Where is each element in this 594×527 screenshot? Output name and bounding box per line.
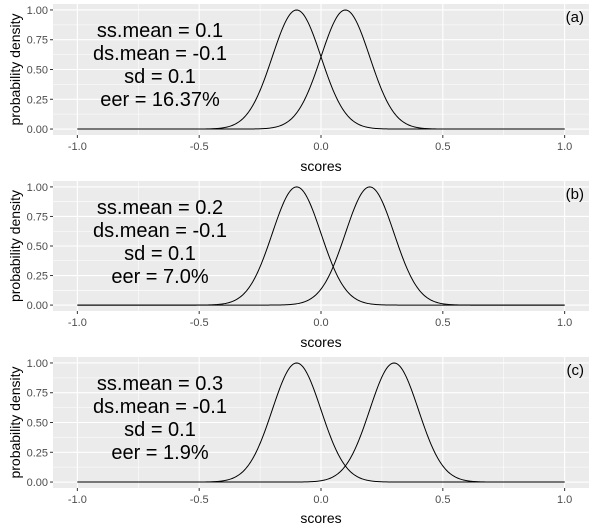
x-axis-title: scores [300,510,341,526]
x-tick-label: 0.0 [313,141,328,153]
stats-annotation: sd = 0.1 [124,66,196,88]
y-tick-label: 0.75 [27,388,48,400]
stats-annotation: eer = 7.0% [111,266,209,288]
stats-annotation: ds.mean = -0.1 [93,43,227,65]
y-tick-label: 1.00 [27,358,48,370]
chart-panel-1: 0.00 0.25 0.50 0.75 1.00 -1.0 -0.5 0.0 0.5 1.0 sco… [7,4,589,174]
stats-annotation: ds.mean = -0.1 [93,396,227,418]
density-curve-2 [77,362,565,483]
x-tick-label: -0.5 [190,141,209,153]
panel-label: (c) [567,362,585,379]
stats-annotation: eer = 1.9% [111,442,209,464]
x-tick-label: -1.0 [68,141,87,153]
x-tick-label: 0.5 [435,317,450,329]
density-curve-2 [77,9,565,130]
stats-annotation: eer = 16.37% [100,89,220,111]
y-tick-label: 0.25 [27,447,48,459]
stats-annotation: ss.mean = 0.1 [97,20,223,42]
y-tick-label: 0.50 [27,241,48,253]
y-tick-label: 0.50 [27,65,48,77]
panel-label: (b) [566,186,584,203]
y-axis-title: probability density [7,366,23,478]
chart-panel-2: 0.00 0.25 0.50 0.75 1.00 -1.0 -0.5 0.0 0.5 1.0 sco… [7,181,589,350]
stats-annotation: ss.mean = 0.3 [97,373,223,395]
y-tick-label: 0.25 [27,271,48,283]
x-tick-label: -1.0 [68,317,87,329]
y-tick-label: 1.00 [27,5,48,17]
x-tick-label: 1.0 [557,141,572,153]
x-tick-label: -0.5 [190,317,209,329]
y-tick-label: 0.00 [27,124,48,136]
x-axis-title: scores [300,158,341,174]
x-tick-label: 0.0 [313,317,328,329]
stats-annotation: sd = 0.1 [124,419,196,441]
x-tick-label: 0.5 [435,494,450,506]
y-tick-label: 0.00 [27,477,48,489]
y-tick-label: 0.75 [27,211,48,223]
chart-panel-3: 0.00 0.25 0.50 0.75 1.00 -1.0 -0.5 0.0 0.5 1.0 sco… [7,357,589,526]
y-tick-label: 0.00 [27,300,48,312]
y-axis-title: probability density [7,13,23,125]
x-tick-label: -0.5 [190,494,209,506]
stats-annotation: sd = 0.1 [124,243,196,265]
stats-annotation: ds.mean = -0.1 [93,220,227,242]
x-tick-label: -1.0 [68,494,87,506]
stats-annotation: ss.mean = 0.2 [97,197,223,219]
y-tick-label: 1.00 [27,182,48,194]
y-axis-title: probability density [7,190,23,302]
x-tick-label: 0.5 [435,141,450,153]
x-axis-title: scores [300,334,341,350]
x-tick-label: 1.0 [557,317,572,329]
y-tick-label: 0.25 [27,94,48,106]
y-tick-label: 0.75 [27,35,48,47]
y-tick-label: 0.50 [27,418,48,430]
x-tick-label: 0.0 [313,494,328,506]
density-curve-2 [77,186,565,306]
x-tick-label: 1.0 [557,494,572,506]
panel-label: (a) [566,9,584,26]
